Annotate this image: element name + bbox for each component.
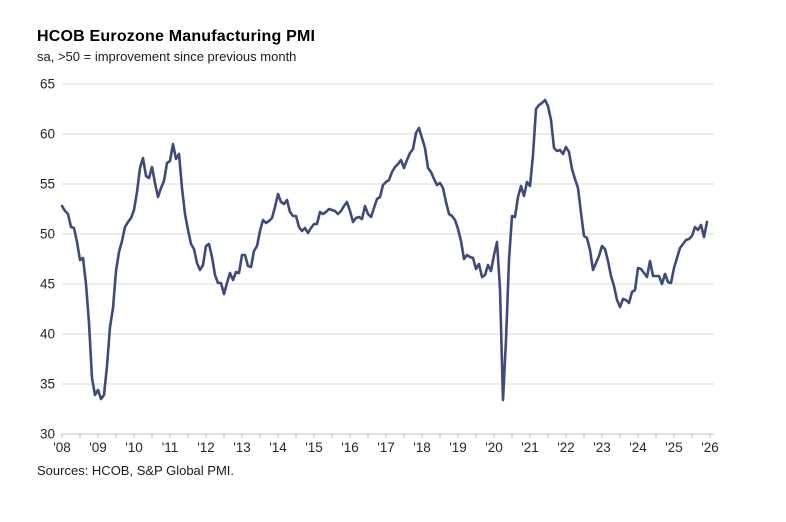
x-axis-label: '26	[701, 440, 719, 455]
x-axis-label: '10	[125, 440, 143, 455]
x-axis-label: '15	[305, 440, 323, 455]
source-note: Sources: HCOB, S&P Global PMI.	[37, 463, 234, 478]
x-axis-label: '16	[341, 440, 359, 455]
x-axis-label: '18	[413, 440, 431, 455]
x-axis-label: '25	[665, 440, 683, 455]
x-axis-label: '11	[162, 440, 179, 455]
x-axis-label: '24	[629, 440, 647, 455]
x-axis-label: '09	[89, 440, 107, 455]
x-axis-label: '17	[377, 440, 395, 455]
y-axis-label: 40	[40, 327, 55, 342]
x-axis-label: '08	[53, 440, 71, 455]
pmi-line	[60, 98, 709, 402]
x-axis-label: '13	[233, 440, 251, 455]
x-axis-label: '20	[485, 440, 503, 455]
y-axis-label: 45	[40, 277, 55, 292]
x-axis-label: '19	[449, 440, 467, 455]
x-axis-label: '12	[197, 440, 215, 455]
x-axis-label: '14	[269, 440, 287, 455]
chart-title: HCOB Eurozone Manufacturing PMI	[37, 28, 316, 45]
y-axis-label: 30	[40, 427, 55, 442]
y-axis-label: 50	[40, 227, 55, 242]
y-axis-label: 55	[40, 177, 55, 192]
y-axis-label: 35	[40, 377, 55, 392]
y-axis-label: 65	[40, 77, 55, 92]
y-axis-label: 60	[40, 127, 55, 142]
x-axis-label: '21	[521, 440, 539, 455]
x-axis-label: '22	[557, 440, 575, 455]
x-axis-label: '23	[593, 440, 611, 455]
chart-subtitle: sa, >50 = improvement since previous mon…	[37, 49, 297, 64]
